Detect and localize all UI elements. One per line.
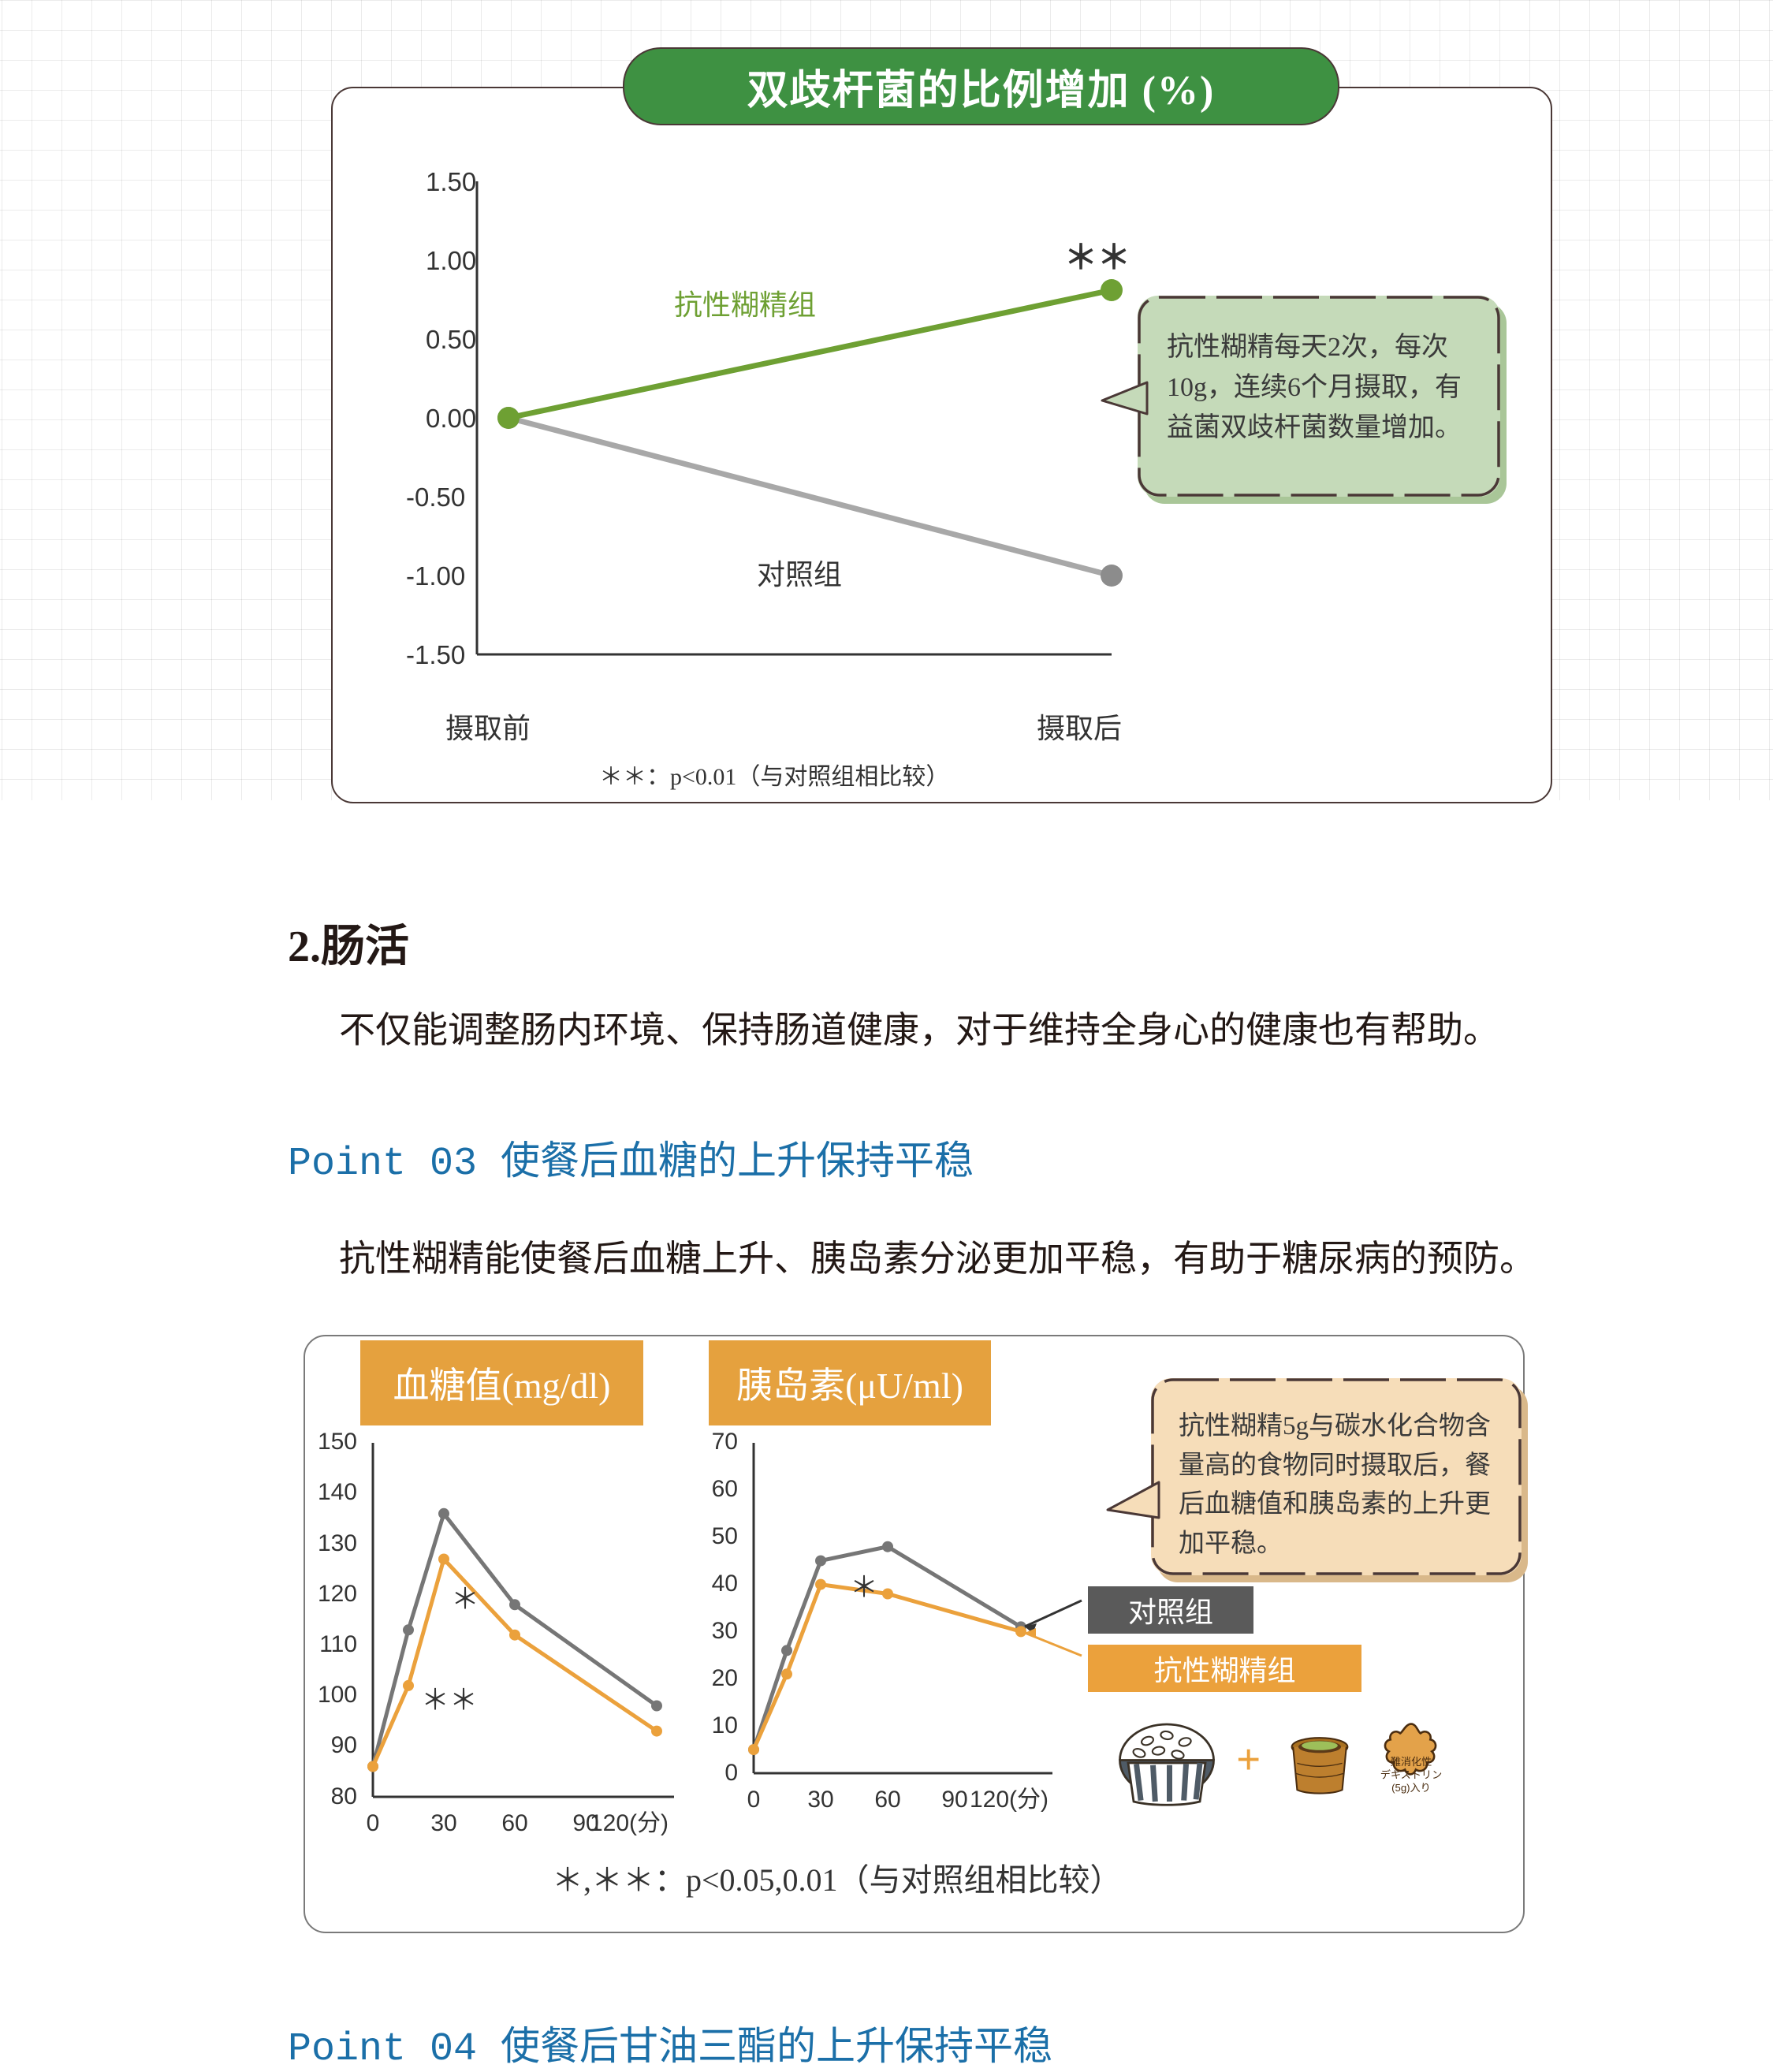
svg-text:1.00: 1.00 (426, 246, 476, 275)
svg-text:-1.50: -1.50 (406, 640, 465, 669)
svg-text:(5g)入り: (5g)入り (1391, 1782, 1431, 1794)
svg-text:0.00: 0.00 (426, 404, 476, 433)
svg-text:-1.00: -1.00 (406, 561, 465, 591)
svg-text:1.50: 1.50 (426, 167, 476, 196)
svg-text:難消化性: 難消化性 (1391, 1756, 1432, 1768)
svg-text:0.50: 0.50 (426, 325, 476, 354)
svg-text:デキストリン: デキストリン (1380, 1768, 1442, 1781)
svg-text:-0.50: -0.50 (406, 483, 465, 512)
